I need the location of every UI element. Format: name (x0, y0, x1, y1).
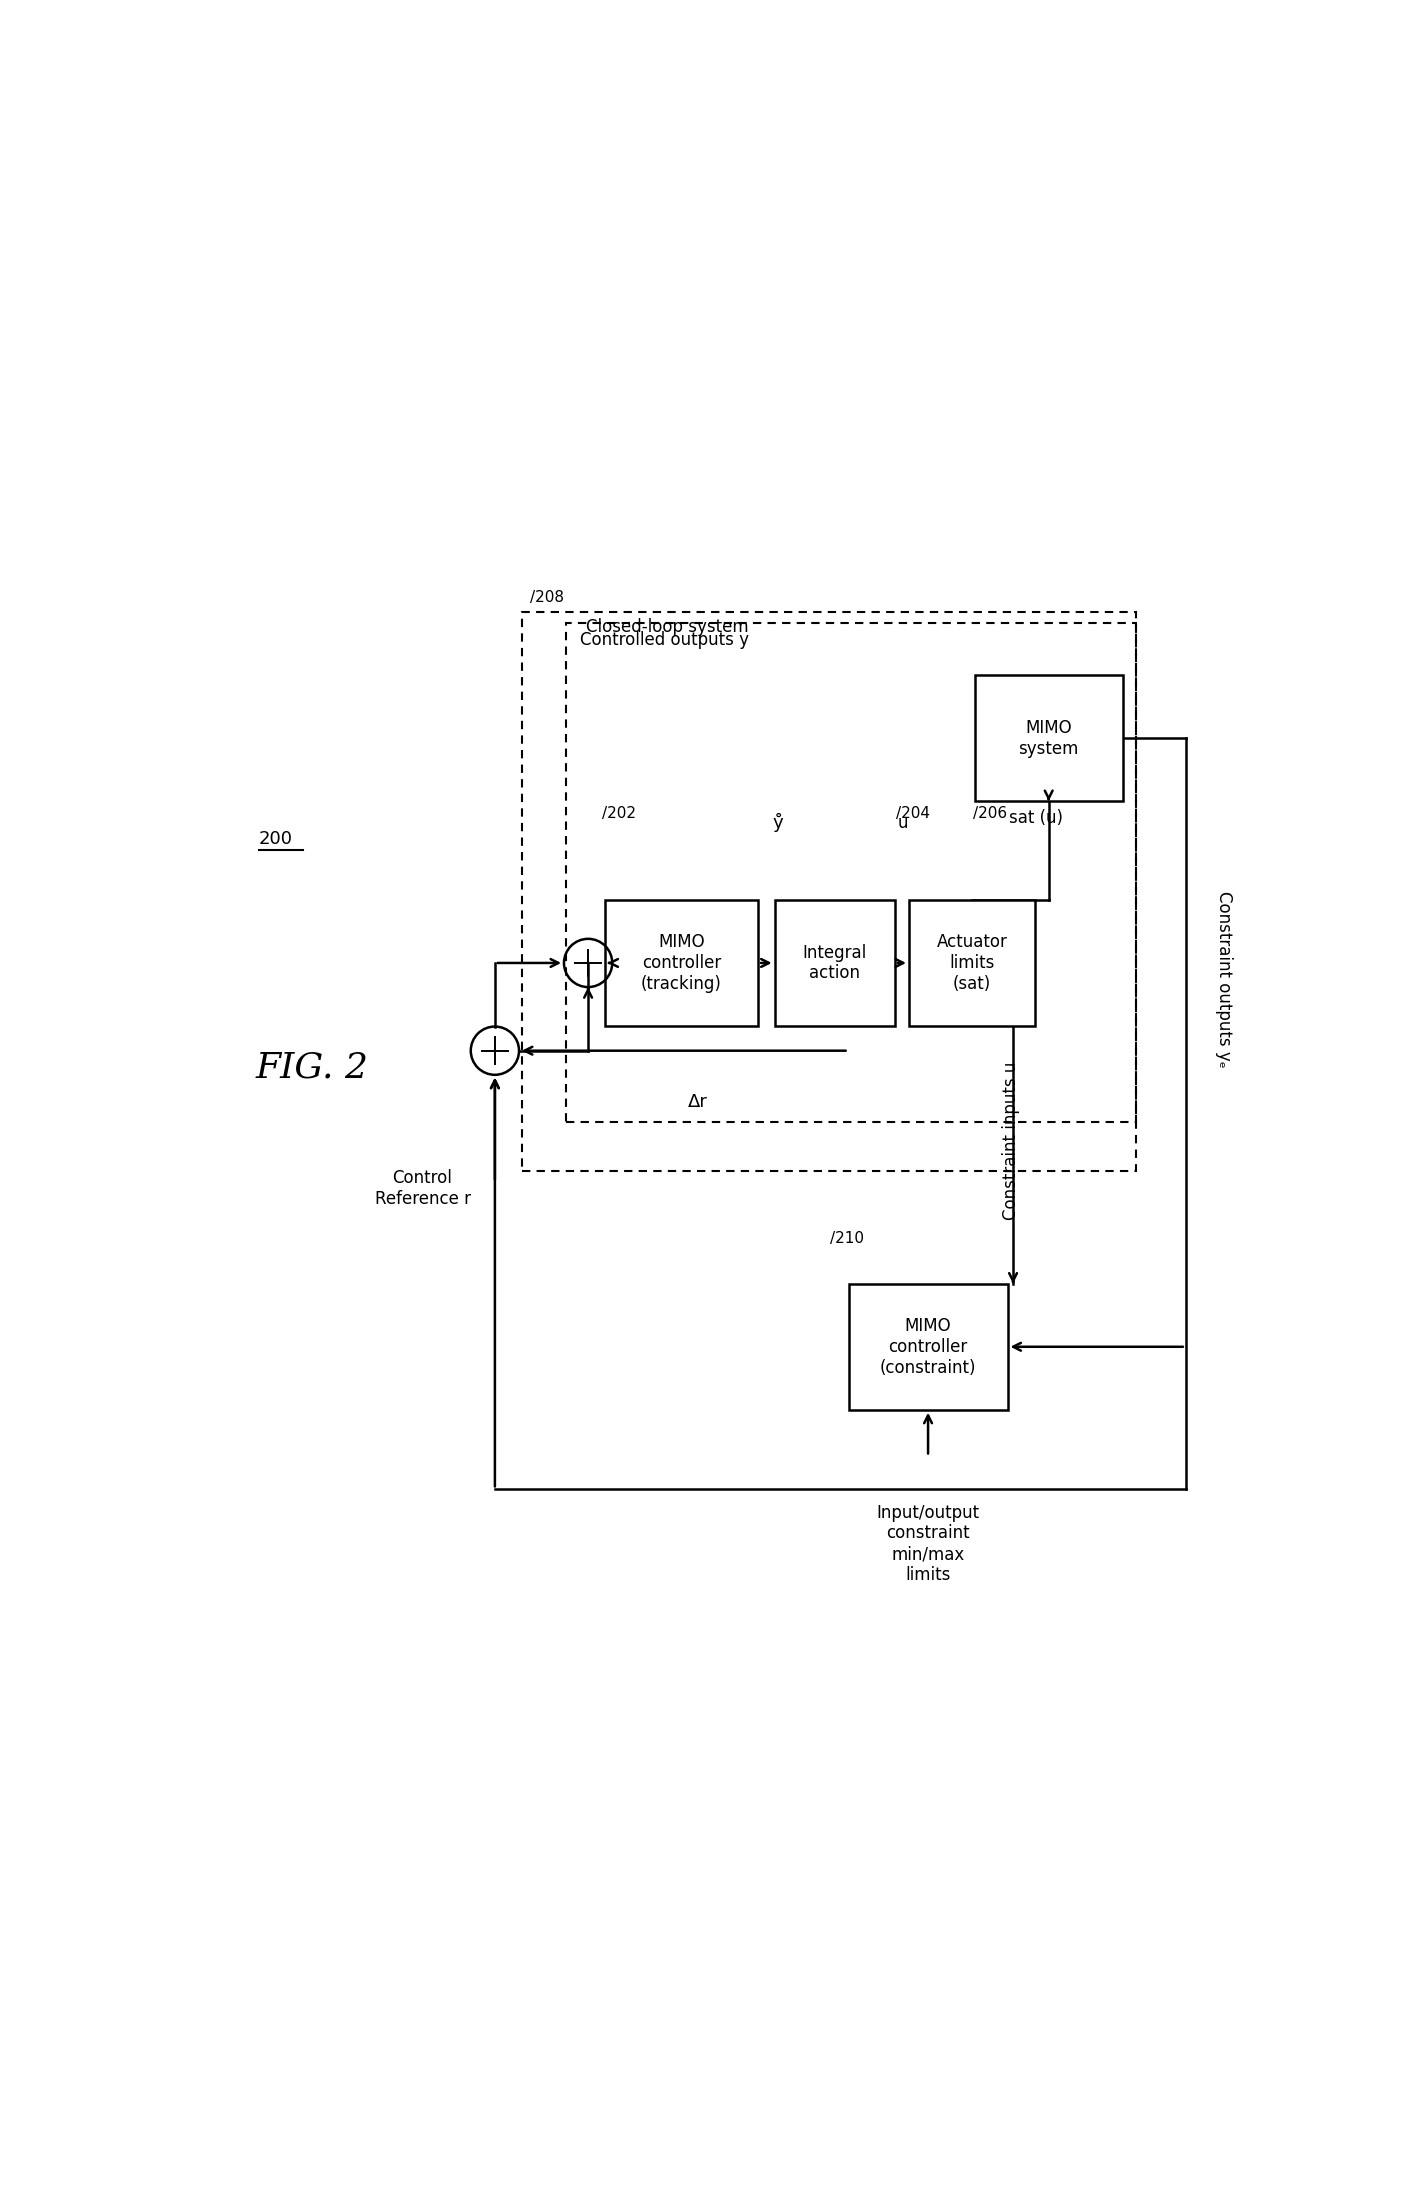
Text: MIMO
system: MIMO system (1019, 719, 1078, 757)
Text: 200: 200 (259, 829, 293, 847)
Bar (604, 900, 758, 1025)
Text: MIMO
controller
(tracking): MIMO controller (tracking) (641, 933, 722, 992)
Text: Controlled outputs y: Controlled outputs y (580, 631, 750, 649)
Bar (774, 900, 896, 1025)
Text: Closed-loop system: Closed-loop system (586, 618, 749, 636)
Text: /210: /210 (831, 1230, 865, 1245)
Bar (908, 900, 1034, 1025)
Bar (566, 623, 1136, 1122)
Bar (975, 675, 1122, 801)
Text: Constraint inputs u: Constraint inputs u (1002, 1060, 1020, 1219)
Text: /206: /206 (974, 807, 1007, 821)
Text: Input/output
constraint
min/max
limits: Input/output constraint min/max limits (876, 1503, 979, 1584)
Text: Actuator
limits
(sat): Actuator limits (sat) (937, 933, 1007, 992)
Text: Integral
action: Integral action (802, 944, 867, 983)
Text: Constraint outputs yₑ: Constraint outputs yₑ (1215, 891, 1232, 1067)
Text: ẙ: ẙ (773, 814, 782, 832)
Bar (849, 1285, 1007, 1410)
Text: FIG. 2: FIG. 2 (256, 1049, 369, 1085)
Text: sat (u): sat (u) (1009, 810, 1063, 827)
Bar (522, 612, 1136, 1170)
Text: u: u (897, 814, 908, 832)
Text: /204: /204 (896, 807, 930, 821)
Text: Δr: Δr (688, 1093, 708, 1111)
Text: MIMO
controller
(constraint): MIMO controller (constraint) (880, 1318, 976, 1377)
Text: /208: /208 (531, 590, 565, 605)
Text: Control
Reference r: Control Reference r (375, 1168, 471, 1208)
Text: /202: /202 (603, 807, 637, 821)
